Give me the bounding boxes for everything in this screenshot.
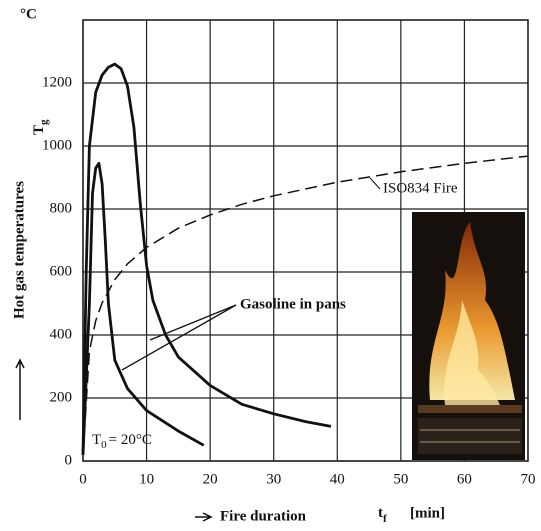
annotation: Gasoline in pans — [240, 296, 346, 312]
y-unit: °C — [20, 6, 37, 22]
line-series — [81, 161, 205, 455]
y-tick-label: 200 — [50, 389, 73, 405]
x-arrow — [195, 512, 213, 522]
y-tick-label: 600 — [50, 263, 73, 279]
x-axis-symbol: f — [383, 513, 387, 525]
x-tick-label: 0 — [79, 471, 87, 487]
annotation: T — [92, 432, 101, 448]
annotation: 0 — [101, 439, 107, 451]
y-axis-symbol: g — [38, 119, 50, 125]
y-tick-label: 1200 — [42, 74, 72, 90]
annotation: = 20°C — [109, 432, 152, 448]
leader-line — [369, 177, 381, 190]
x-tick-label: 20 — [203, 471, 218, 487]
x-axis-label: Fire duration — [220, 508, 307, 524]
line-series — [81, 62, 332, 455]
y-tick-label: 0 — [65, 452, 73, 468]
x-tick-label: 60 — [457, 471, 472, 487]
y-tick-label: 400 — [50, 326, 73, 342]
y-tick-label: 1000 — [42, 137, 72, 153]
leader-line — [121, 304, 237, 371]
y-axis-label: Hot gas temperatures Tg — [11, 119, 50, 420]
series-label: ISO834 Fire — [383, 180, 458, 196]
x-axis-unit: [min] — [410, 505, 445, 521]
x-tick-label: 10 — [139, 471, 154, 487]
y-axis-symbol: Tg — [31, 119, 49, 135]
y-axis-label: Hot gas temperatures — [11, 181, 27, 319]
leader-line — [149, 304, 237, 341]
annotation: T0 = 20°C — [92, 432, 152, 450]
x-tick-label: 30 — [266, 471, 281, 487]
x-axis-symbol: t — [378, 505, 383, 521]
x-tick-label: 50 — [393, 471, 408, 487]
y-axis-symbol: T — [31, 125, 47, 135]
fire-photo — [412, 212, 525, 460]
x-tick-label: 70 — [521, 471, 536, 487]
x-axis-symbol: tf — [378, 505, 387, 524]
x-tick-label: 40 — [330, 471, 345, 487]
line-series — [82, 155, 529, 455]
y-tick-label: 800 — [50, 200, 73, 216]
